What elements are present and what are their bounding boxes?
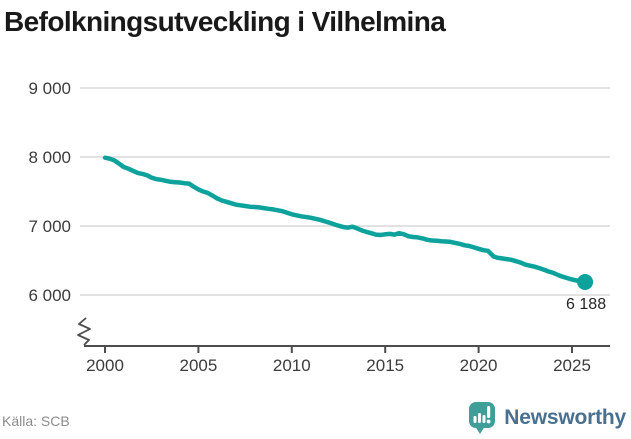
source-label: Källa: SCB — [2, 413, 70, 429]
x-tick-label: 2005 — [179, 356, 217, 375]
y-tick-label: 8 000 — [28, 148, 71, 167]
end-dot — [577, 274, 594, 291]
end-value-label: 6 188 — [566, 296, 606, 313]
newsworthy-wordmark: Newsworthy — [504, 406, 626, 429]
y-tick-label: 6 000 — [28, 286, 71, 305]
newsworthy-bubble-chart-icon — [469, 402, 496, 434]
x-tick-label: 2020 — [460, 356, 498, 375]
x-tick-label: 2000 — [86, 356, 124, 375]
x-tick-label: 2025 — [553, 356, 591, 375]
chart-title: Befolkningsutveckling i Vilhelmina — [4, 6, 446, 37]
axis-break-icon — [77, 317, 91, 346]
x-tick-label: 2015 — [366, 356, 404, 375]
x-tick-label: 2010 — [273, 356, 311, 375]
data-line — [102, 155, 588, 285]
newsworthy-logo: Newsworthy — [468, 399, 626, 437]
y-tick-label: 9 000 — [28, 79, 71, 98]
y-tick-label: 7 000 — [28, 217, 71, 236]
